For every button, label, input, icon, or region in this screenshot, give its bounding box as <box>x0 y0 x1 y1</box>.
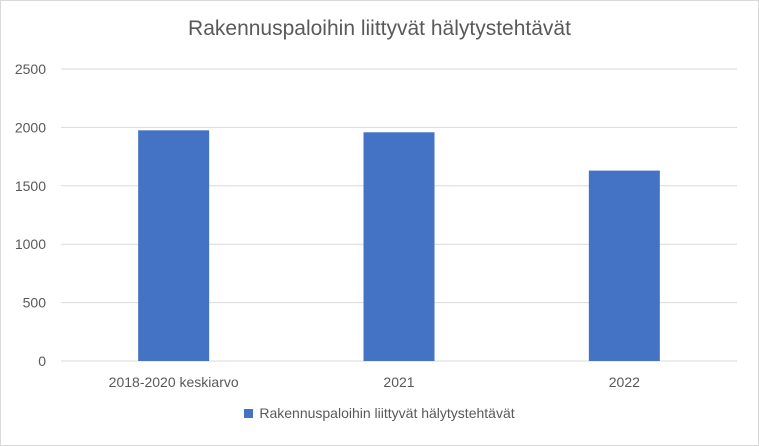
legend: Rakennuspaloihin liittyvät hälytystehtäv… <box>0 405 759 421</box>
x-axis-ticks: 2018-2020 keskiarvo 2021 2022 <box>109 374 640 390</box>
y-tick-label: 1500 <box>15 178 46 194</box>
legend-swatch <box>244 409 254 418</box>
bar <box>138 130 210 361</box>
legend-label: Rakennuspaloihin liittyvät hälytystehtäv… <box>259 405 515 421</box>
y-tick-label: 2500 <box>15 61 46 77</box>
y-tick-label: 2000 <box>15 119 46 135</box>
bar <box>588 170 660 361</box>
y-tick-label: 0 <box>38 353 46 369</box>
y-axis-ticks: 0 500 1000 1500 2000 2500 <box>15 61 46 369</box>
bars <box>138 130 660 361</box>
x-tick-label: 2018-2020 keskiarvo <box>109 374 239 390</box>
chart-title: Rakennuspaloihin liittyvät hälytystehtäv… <box>188 17 571 40</box>
y-tick-label: 500 <box>23 295 47 311</box>
bar <box>363 132 435 361</box>
y-tick-label: 1000 <box>15 236 46 252</box>
x-tick-label: 2022 <box>609 374 640 390</box>
x-tick-label: 2021 <box>383 374 414 390</box>
